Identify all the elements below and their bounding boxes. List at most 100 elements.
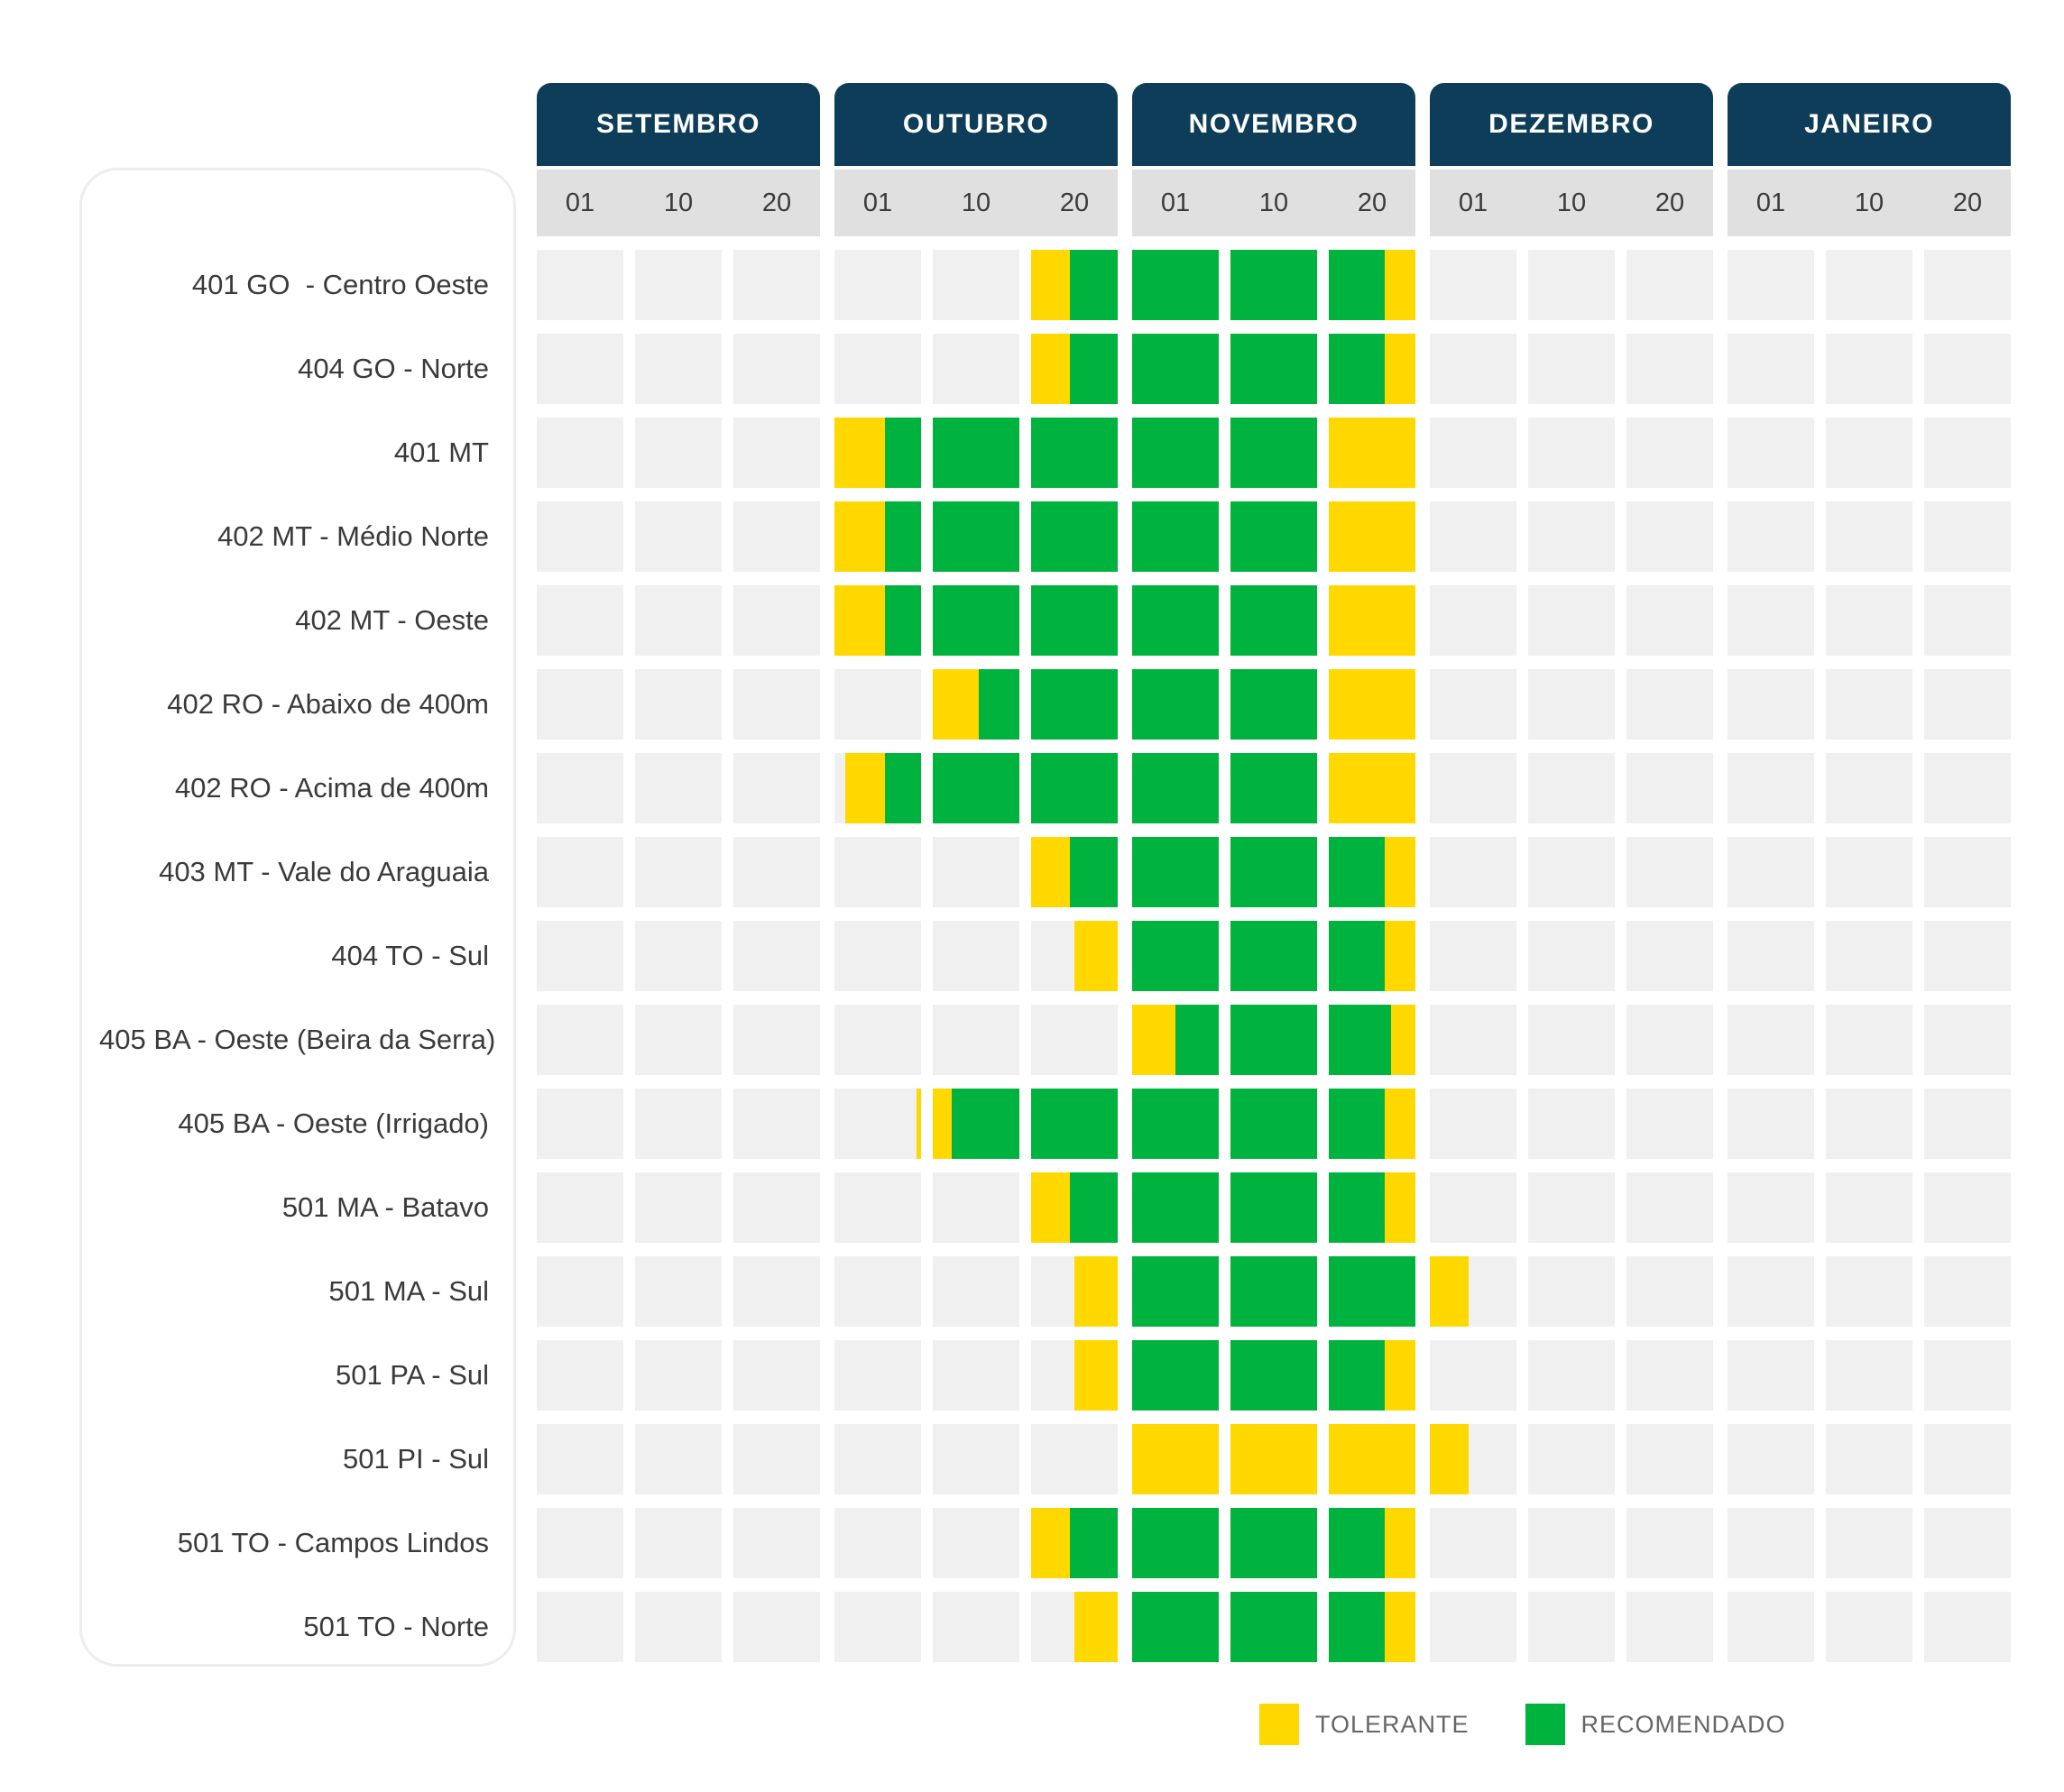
grid-cell bbox=[635, 1424, 722, 1494]
grid-cell bbox=[834, 334, 921, 404]
grid-cell bbox=[1031, 921, 1118, 991]
grid-cell bbox=[1230, 1005, 1317, 1075]
grid-cell bbox=[1430, 501, 1516, 572]
grid-cell bbox=[1626, 1424, 1713, 1494]
grid-cell bbox=[635, 1256, 722, 1327]
grid-cell bbox=[1132, 753, 1219, 823]
grid-cell bbox=[1626, 501, 1713, 572]
decade-subheader bbox=[537, 170, 820, 236]
row-label: 403 MT - Vale do Araguaia bbox=[159, 856, 489, 887]
grid-cell bbox=[1430, 753, 1516, 823]
bar-segment-tolerante bbox=[1329, 585, 1415, 656]
bar-segment-recomendado bbox=[1070, 837, 1118, 907]
grid-cell bbox=[1230, 334, 1317, 404]
grid-cell bbox=[1132, 334, 1219, 404]
grid-cell bbox=[1329, 1089, 1415, 1159]
grid-cell bbox=[1924, 1508, 2011, 1578]
grid-cell bbox=[1329, 837, 1415, 907]
grid-cell bbox=[1826, 585, 1912, 656]
grid-cell bbox=[537, 1089, 623, 1159]
grid-cell bbox=[834, 250, 921, 320]
bar-segment-tolerante bbox=[917, 1089, 921, 1159]
grid-cell bbox=[635, 1340, 722, 1411]
grid-cell bbox=[1528, 1424, 1615, 1494]
bar-segment-tolerante bbox=[933, 669, 979, 740]
bar-segment-recomendado bbox=[1070, 334, 1118, 404]
grid-cell bbox=[1031, 1340, 1118, 1411]
grid-cell bbox=[537, 669, 623, 740]
month-header: JANEIRO bbox=[1728, 83, 2011, 166]
grid-cell bbox=[1924, 1592, 2011, 1662]
grid-cell bbox=[1826, 1256, 1912, 1327]
bar-segment-tolerante bbox=[1132, 1005, 1175, 1075]
grid-cell bbox=[1626, 1005, 1713, 1075]
grid-cell bbox=[1826, 753, 1912, 823]
grid-cell bbox=[1430, 1424, 1516, 1494]
grid-cell bbox=[1430, 669, 1516, 740]
grid-cell bbox=[1430, 1256, 1516, 1327]
grid-cell bbox=[834, 501, 921, 572]
grid-cell bbox=[1626, 334, 1713, 404]
grid-cell bbox=[1728, 1592, 1814, 1662]
grid-cell bbox=[1132, 921, 1219, 991]
grid-cell bbox=[1626, 1508, 1713, 1578]
grid-cell bbox=[635, 1592, 722, 1662]
decade-tick: 20 bbox=[761, 188, 792, 217]
bar-segment-tolerante bbox=[1430, 1256, 1470, 1327]
grid-cell bbox=[1528, 501, 1615, 572]
bar-segment-recomendado bbox=[1132, 1340, 1219, 1411]
row-label: 402 RO - Acima de 400m bbox=[174, 772, 489, 804]
grid-cell bbox=[834, 1340, 921, 1411]
grid-cell bbox=[1031, 1592, 1118, 1662]
row-label: 404 GO - Norte bbox=[298, 353, 489, 384]
grid-cell bbox=[1132, 501, 1219, 572]
grid-cell bbox=[1528, 1172, 1615, 1243]
grid-cell bbox=[1132, 1424, 1219, 1494]
decade-subheader bbox=[834, 170, 1118, 236]
grid-cell bbox=[1626, 250, 1713, 320]
grid-cell bbox=[635, 921, 722, 991]
decade-tick: 20 bbox=[1357, 188, 1387, 217]
grid-cell bbox=[1924, 334, 2011, 404]
grid-cell bbox=[1728, 585, 1814, 656]
grid-cell bbox=[1728, 1424, 1814, 1494]
grid-cell bbox=[1430, 1592, 1516, 1662]
grid-cell bbox=[834, 585, 921, 656]
grid-cell bbox=[1031, 1256, 1118, 1327]
grid-cell bbox=[1329, 1005, 1415, 1075]
grid-cell bbox=[733, 669, 820, 740]
grid-cell bbox=[1329, 501, 1415, 572]
bar-segment-recomendado bbox=[1230, 1508, 1317, 1578]
bar-segment-recomendado bbox=[884, 418, 921, 488]
grid-cell bbox=[1430, 585, 1516, 656]
grid-cell bbox=[1528, 1005, 1615, 1075]
grid-cell bbox=[1728, 1005, 1814, 1075]
month-header: NOVEMBRO bbox=[1132, 83, 1415, 166]
grid-cell bbox=[933, 1089, 1019, 1159]
bar-segment-recomendado bbox=[1230, 1089, 1317, 1159]
grid-cell bbox=[1528, 1508, 1615, 1578]
grid-cell bbox=[1031, 418, 1118, 488]
grid-cell bbox=[1826, 1089, 1912, 1159]
grid-cell bbox=[1430, 334, 1516, 404]
grid-cell bbox=[834, 1424, 921, 1494]
grid-cell bbox=[1924, 1089, 2011, 1159]
legend: TOLERANTE RECOMENDADO bbox=[1259, 1704, 1786, 1745]
grid-cell bbox=[1728, 669, 1814, 740]
bar-segment-recomendado bbox=[1031, 501, 1118, 572]
grid-cell bbox=[733, 585, 820, 656]
grid-cell bbox=[1132, 1508, 1219, 1578]
row-label: 501 PI - Sul bbox=[343, 1443, 489, 1475]
grid-cell bbox=[537, 334, 623, 404]
row-label: 405 BA - Oeste (Beira da Serra) bbox=[99, 1024, 496, 1055]
bar-segment-tolerante bbox=[1385, 1172, 1415, 1243]
grid-cell bbox=[1728, 334, 1814, 404]
bar-segment-tolerante bbox=[1385, 1508, 1415, 1578]
grid-cell bbox=[1826, 1424, 1912, 1494]
grid-cell bbox=[933, 250, 1019, 320]
grid-cell bbox=[1031, 250, 1118, 320]
grid-cell bbox=[1132, 1340, 1219, 1411]
grid-cell bbox=[733, 1256, 820, 1327]
legend-swatch-recomendado bbox=[1525, 1704, 1565, 1745]
